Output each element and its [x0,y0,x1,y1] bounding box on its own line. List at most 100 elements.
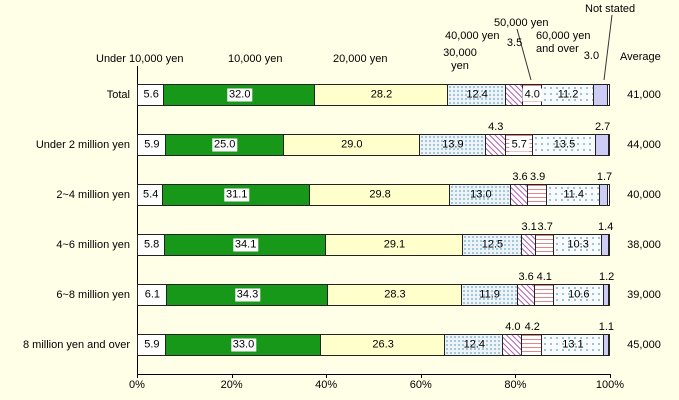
segment-value-label: 4.0 [505,321,521,333]
segment-value-label: 5.8 [144,238,160,251]
stacked-bar-8-million-yen-and-over: 5.9 33.0 26.3 12.4 4.0 4.2 13.1 1.1 [137,321,614,356]
segment-value-label: 3.6 [512,171,528,183]
x-axis-tick [420,374,422,378]
series-header-not-stated: Not stated [585,3,636,15]
x-axis-tick-label: 20% [220,379,243,391]
segment-value-label: 2.7 [594,121,611,133]
row-label-total: Total [106,89,130,101]
bar-segment-20-000-yen [309,185,451,205]
bar-segment-40-000-yen [503,335,523,355]
segment-value-label: 12.4 [466,88,488,101]
stacked-bar-6-8-million-yen: 6.1 34.3 28.3 11.9 3.6 4.1 10.6 1.2 [137,271,614,306]
segment-value-label: 11.9 [479,288,500,301]
segment-value-label: 10.6 [568,288,590,301]
segment-value-label: 3.9 [529,171,546,183]
bar-segment-not-stated [603,285,610,305]
segment-value-label: 12.4 [463,338,485,351]
x-axis-tick-label: 100% [595,379,625,391]
bar-segment-20-000-yen [315,85,448,105]
segment-value-label: 11.4 [563,188,584,201]
segment-value-label: 1.1 [598,321,615,333]
segment-value-label: 5.9 [144,138,160,151]
row-label-under-2-million-yen: Under 2 million yen [35,139,130,151]
segment-value-label: 1.7 [596,171,613,183]
bar-segment-30-000-yen [462,235,522,255]
segment-value-label: 13.0 [470,188,492,201]
bar-segment-50-000-yen [528,185,547,205]
bar-segment-60-000-yen-and-over [542,335,604,355]
series-header-10000-yen: 10,000 yen [228,53,283,65]
bar-segment-40-000-yen [511,185,529,205]
bar-segment-20-000-yen [325,235,463,255]
segment-value-label: 29.8 [369,188,391,201]
row-label-4-6-million-yen: 4~6 million yen [56,239,130,251]
segment-value-label: 3.1 [521,221,537,233]
segment-value-label: 6.1 [144,288,161,301]
segment-value-label: 28.3 [384,288,406,301]
segment-value-label: 4.0 [522,88,542,102]
segment-value-label: 5.6 [143,88,159,101]
segment-value-label: 28.2 [370,88,393,101]
bar-segment-40-000-yen [517,285,535,305]
x-axis-tick [326,374,328,378]
stacked-bar-2-4-million-yen: 5.4 31.1 29.8 13.0 3.6 3.9 11.4 1.7 [137,171,612,206]
segment-value-label: 3.5 [506,37,523,49]
x-axis-tick [137,374,138,378]
x-axis-tick-label: 0% [129,379,145,391]
row-label-2-4-million-yen: 2~4 million yen [56,189,130,201]
x-axis-tick [515,374,517,378]
bar-segment-60-000-yen-and-over [553,285,604,305]
segment-value-label: 10.3 [567,238,589,251]
segment-value-label: 4.1 [536,271,552,283]
segment-value-label: 5.9 [144,338,160,351]
x-axis-tick-label: 40% [315,379,338,391]
average-value: 41,000 [627,89,661,101]
plot-area: 5.6 32.0 28.2 12.4 3.5 4.0 11.2 3.0 5.9 25.0 29.0 1… [137,0,614,374]
bar-segment-under-10-000-yen [138,335,166,355]
x-axis-tick-label: 60% [409,379,432,391]
row-label-8-million-yen-and-over: 8 million yen and over [22,339,130,351]
segment-value-label: 3.0 [583,50,600,62]
average-column-header: Average [620,51,661,63]
x-axis-tick [231,374,233,378]
segment-value-label: 13.9 [442,138,464,151]
series-header-40000-yen: 40,000 yen [445,30,500,42]
segment-value-label: 29.0 [341,138,363,151]
segment-value-label: 34.1 [232,238,259,252]
average-value: 44,000 [627,139,661,151]
bar-segment-60-000-yen-and-over [541,85,595,105]
segment-value-label: 4.3 [488,121,504,133]
row-label-6-8-million-yen: 6~8 million yen [56,289,130,301]
bar-segment-30-000-yen [447,85,507,105]
segment-value-label: 32.0 [227,88,253,102]
series-header-50000-yen: 50,000 yen [494,17,549,29]
bar-segment-50-000-yen [536,235,554,255]
segment-value-label: 29.1 [383,238,406,251]
bar-segment-30-000-yen [461,285,518,305]
segment-value-label: 13.1 [562,338,584,351]
segment-value-label: 25.0 [211,138,238,152]
average-value: 45,000 [627,339,661,351]
series-header-30000-yen: 30,000 yen [443,47,477,72]
bar-segment-not-stated [602,235,609,255]
bar-segment-not-stated [603,335,609,355]
bar-segment-50-000-yen [522,335,543,355]
segment-value-label: 3.6 [518,271,534,283]
bar-segment-20-000-yen [283,135,421,155]
segment-value-label: 1.2 [598,271,615,283]
segment-value-label: 12.5 [481,238,504,251]
bar-segment-20-000-yen [328,285,462,305]
bar-segment-under-10-000-yen [138,235,166,255]
bar-segment-60-000-yen-and-over [553,235,603,255]
segment-value-label: 31.1 [223,188,250,202]
bar-segment-30-000-yen [420,135,486,155]
bar-segment-50-000-yen [534,285,554,305]
segment-value-label: 33.0 [230,338,257,352]
bar-segment-30-000-yen [450,185,512,205]
series-header-under-10000-yen: Under 10,000 yen [96,53,184,65]
stacked-bar-4-6-million-yen: 5.8 34.1 29.1 12.5 3.1 3.7 10.3 1.4 [137,221,613,256]
segment-value-label: 26.3 [372,338,394,351]
y-axis-line [137,66,138,374]
bar-segment-20-000-yen [321,335,446,355]
